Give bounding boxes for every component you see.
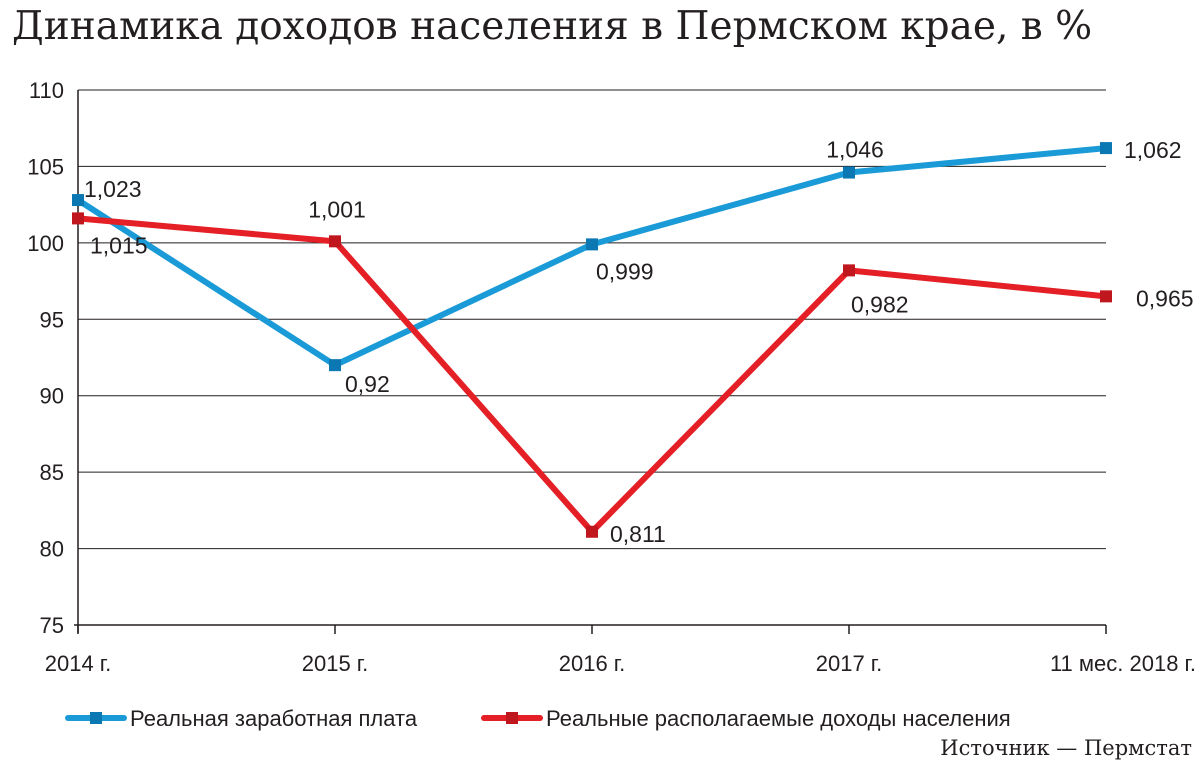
data-label: 1,023 <box>84 176 142 202</box>
data-label: 1,062 <box>1124 137 1182 163</box>
y-tick-label: 100 <box>27 231 64 256</box>
legend-label: Реальные располагаемые доходы населения <box>546 706 1011 731</box>
gridlines <box>78 89 1106 550</box>
x-axis-ticks: 2014 г. 2015 г. 2016 г. 2017 г. 11 мес. 2018… <box>45 625 1196 676</box>
legend-swatch-marker <box>506 712 518 724</box>
legend-swatch-marker <box>90 712 102 724</box>
data-point <box>586 525 598 538</box>
x-tick-label: 2015 г. <box>302 651 369 676</box>
legend-label: Реальная заработная плата <box>130 706 418 731</box>
data-label: 0,999 <box>596 258 654 284</box>
data-label: 0,92 <box>345 371 390 397</box>
data-label: 1,046 <box>826 137 884 163</box>
y-tick-label: 75 <box>40 613 64 638</box>
data-labels: 1,023 0,92 0,999 1,046 1,062 1,015 1,001 0,811 0… <box>84 137 1194 547</box>
chart-title: Динамика доходов населения в Пермском кр… <box>12 4 1093 49</box>
y-tick-label: 95 <box>40 307 64 332</box>
x-tick-label: 11 мес. 2018 г. <box>1050 651 1196 676</box>
series-lines <box>72 142 1112 538</box>
series-line <box>75 145 1109 369</box>
legend: Реальная заработная плата Реальные распол… <box>65 706 1011 731</box>
series-line <box>75 215 1109 535</box>
y-tick-label: 90 <box>40 384 64 409</box>
data-label: 1,015 <box>90 232 148 258</box>
data-point <box>1100 142 1112 155</box>
y-axis-ticks: 75 80 85 90 95 100 105 110 <box>27 78 64 638</box>
y-tick-label: 85 <box>40 460 64 485</box>
data-point <box>329 359 341 372</box>
axes <box>74 90 1106 633</box>
data-label: 0,982 <box>851 291 909 317</box>
y-tick-label: 105 <box>27 154 64 179</box>
x-tick-label: 2014 г. <box>45 651 112 676</box>
y-tick-label: 80 <box>40 537 64 562</box>
data-label: 0,965 <box>1136 285 1194 311</box>
source-note: Источник — Пермстат <box>940 736 1192 760</box>
data-label: 0,811 <box>610 521 666 547</box>
data-point <box>586 238 598 251</box>
x-tick-label: 2017 г. <box>816 651 883 676</box>
data-point <box>1100 290 1112 303</box>
data-point <box>843 166 855 179</box>
data-point <box>72 212 84 225</box>
data-point <box>843 264 855 277</box>
data-point <box>72 194 84 207</box>
y-tick-label: 110 <box>29 78 64 103</box>
x-tick-label: 2016 г. <box>559 651 626 676</box>
data-label: 1,001 <box>308 196 366 222</box>
data-point <box>329 235 341 248</box>
